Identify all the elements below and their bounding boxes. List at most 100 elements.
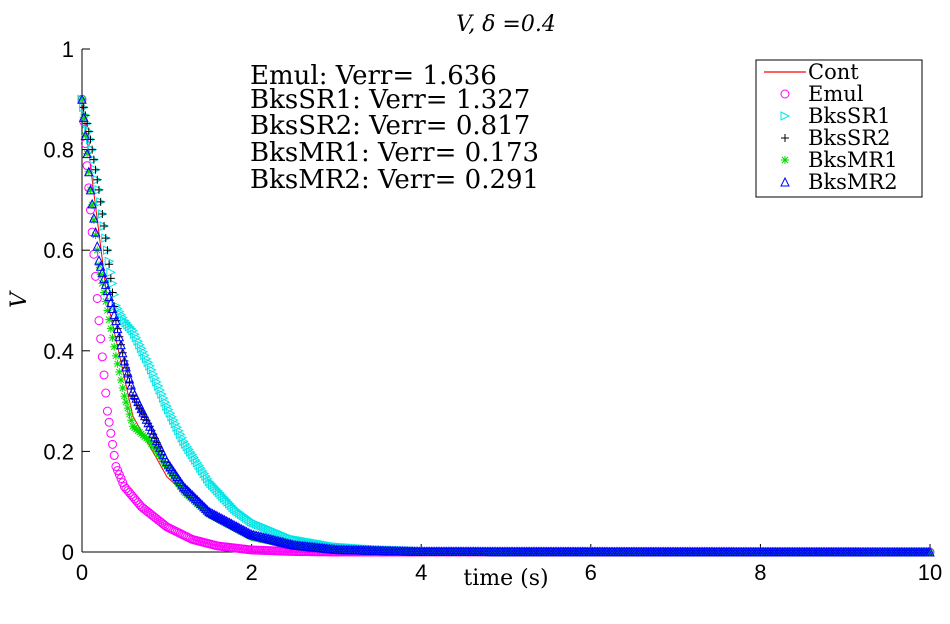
data-point (174, 480, 183, 489)
data-point (128, 325, 138, 336)
annotation-emul: Emul: Verr= 1.636 (250, 61, 497, 91)
data-point (167, 470, 176, 479)
data-point (87, 198, 97, 209)
data-point (124, 373, 135, 384)
data-point (145, 437, 154, 446)
legend-label-emul: Emul (808, 82, 864, 106)
data-point (147, 439, 156, 448)
data-point (103, 306, 112, 315)
data-point (218, 491, 228, 502)
y-tick-label: 0.8 (43, 138, 74, 163)
data-point (104, 417, 114, 427)
legend-markers (764, 71, 806, 187)
data-point (147, 365, 157, 375)
data-point (99, 370, 109, 380)
data-point (175, 429, 186, 440)
data-point (150, 444, 159, 453)
data-point (86, 185, 95, 194)
data-point (83, 166, 94, 177)
data-point (195, 498, 206, 508)
data-point (172, 422, 183, 433)
x-tick-label: 0 (76, 560, 88, 585)
data-point (187, 489, 198, 500)
data-point (92, 241, 103, 251)
data-point (130, 329, 140, 340)
y-tick-label: 0.2 (43, 439, 74, 464)
y-tick-label: 0.4 (43, 339, 74, 364)
data-point (162, 401, 172, 411)
data-point (100, 279, 111, 289)
data-point (124, 321, 135, 332)
data-point (214, 487, 225, 498)
data-point (91, 231, 100, 240)
data-point (122, 398, 131, 407)
data-point (164, 465, 173, 474)
data-point (110, 342, 119, 351)
data-point (167, 411, 178, 422)
data-point (204, 476, 215, 487)
data-point (90, 226, 101, 237)
data-point (101, 388, 111, 398)
data-point (172, 477, 181, 486)
data-point (166, 467, 175, 476)
data-point (213, 485, 223, 496)
data-point (95, 261, 106, 271)
x-tick-label: 4 (415, 560, 427, 585)
data-point (117, 340, 126, 349)
data-point (211, 484, 222, 494)
data-point (157, 389, 167, 399)
x-tick-label: 8 (754, 560, 766, 585)
data-point (111, 351, 120, 360)
data-point (143, 357, 154, 368)
data-point (133, 336, 144, 347)
legend-label-bksmr1: BksMR1 (808, 148, 898, 172)
data-point (162, 462, 171, 471)
x-axis-label: time (s) (463, 566, 548, 591)
data-point (109, 309, 120, 320)
data-point (150, 373, 161, 383)
data-point (103, 246, 112, 255)
data-point (113, 359, 122, 368)
data-point (89, 155, 98, 164)
data-point (169, 472, 178, 481)
data-point (111, 316, 120, 325)
data-point (121, 361, 131, 372)
data-point (152, 377, 162, 387)
data-point (226, 500, 237, 511)
legend-label-bkssr1: BksSR1 (808, 104, 891, 128)
series-bksmr2 (77, 94, 935, 557)
data-point (115, 332, 124, 341)
data-point (89, 212, 99, 223)
data-point (208, 480, 218, 491)
data-point (107, 303, 118, 314)
data-point (83, 149, 92, 158)
data-point (89, 216, 98, 225)
data-point (216, 489, 227, 500)
data-point (101, 297, 110, 306)
y-tick-label: 0 (62, 540, 74, 565)
data-point (112, 323, 123, 334)
data-point (88, 145, 97, 154)
data-point (125, 410, 134, 419)
data-point (135, 339, 145, 350)
data-point (174, 425, 184, 436)
data-point (206, 511, 215, 520)
y-axis-label: V (7, 290, 32, 308)
data-point (136, 343, 147, 354)
legend-label-bksmr2: BksMR2 (808, 170, 898, 194)
data-point (108, 278, 118, 289)
data-point (94, 255, 104, 265)
data-point (171, 475, 180, 484)
data-point (106, 324, 115, 333)
y-tick-label: 0.6 (43, 238, 74, 263)
data-point (121, 317, 132, 328)
data-point (123, 404, 132, 413)
legend-label-bkssr2: BksSR2 (808, 126, 891, 150)
data-point (119, 315, 130, 326)
data-point (118, 312, 128, 323)
data-point (114, 331, 125, 342)
data-point (123, 319, 133, 330)
data-point (219, 493, 230, 503)
data-point (194, 496, 204, 507)
